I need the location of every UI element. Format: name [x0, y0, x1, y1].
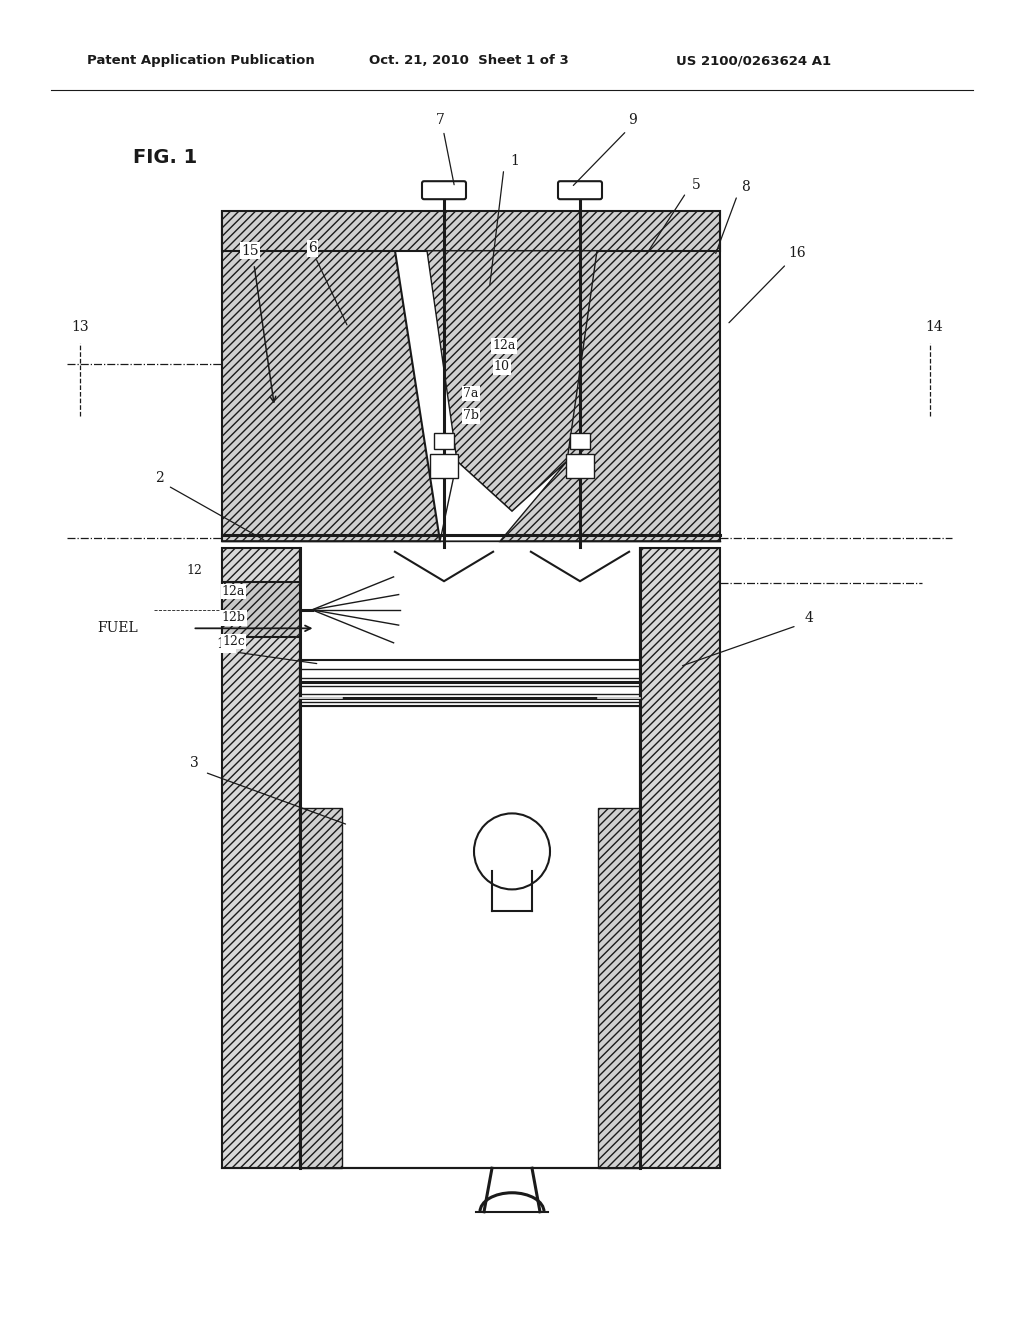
Text: 11: 11	[216, 638, 234, 651]
Bar	[300, 808, 342, 1168]
Text: 9: 9	[629, 114, 637, 127]
Text: 12c: 12c	[222, 635, 245, 648]
Text: 3: 3	[190, 756, 199, 770]
Bar	[430, 454, 458, 478]
Bar	[222, 548, 300, 1168]
Bar	[570, 433, 590, 449]
Bar	[640, 548, 720, 1168]
FancyBboxPatch shape	[558, 181, 602, 199]
Polygon shape	[440, 461, 567, 541]
Text: Oct. 21, 2010  Sheet 1 of 3: Oct. 21, 2010 Sheet 1 of 3	[369, 54, 568, 67]
Text: 12a: 12a	[222, 585, 245, 598]
Text: 12a: 12a	[493, 339, 515, 352]
Text: 8: 8	[741, 181, 750, 194]
Text: 16: 16	[787, 247, 806, 260]
Text: 5: 5	[692, 178, 700, 191]
Text: 4: 4	[805, 611, 813, 624]
Text: Patent Application Publication: Patent Application Publication	[87, 54, 314, 67]
Polygon shape	[222, 211, 440, 541]
Text: 2: 2	[156, 471, 164, 484]
Text: FIG. 1: FIG. 1	[133, 148, 198, 166]
Polygon shape	[500, 211, 720, 541]
Text: 12: 12	[186, 564, 203, 577]
Text: 6: 6	[308, 242, 316, 255]
Bar	[434, 433, 454, 449]
Text: FUEL: FUEL	[97, 622, 138, 635]
Text: 7a: 7a	[463, 387, 479, 400]
Bar	[300, 660, 640, 706]
Text: 12b: 12b	[221, 611, 246, 624]
Text: US 2100/0263624 A1: US 2100/0263624 A1	[676, 54, 830, 67]
Bar	[598, 808, 640, 1168]
Text: 7b: 7b	[463, 409, 479, 422]
Text: 14: 14	[925, 321, 943, 334]
Bar	[222, 582, 300, 636]
Text: 1: 1	[511, 154, 519, 168]
FancyBboxPatch shape	[422, 181, 466, 199]
Text: 10: 10	[494, 360, 510, 374]
Text: 15: 15	[241, 244, 259, 257]
Polygon shape	[427, 251, 597, 511]
Text: 13: 13	[71, 321, 89, 334]
Bar	[222, 211, 720, 251]
Text: 7: 7	[436, 114, 444, 127]
Bar	[566, 454, 594, 478]
Bar	[300, 706, 640, 1168]
